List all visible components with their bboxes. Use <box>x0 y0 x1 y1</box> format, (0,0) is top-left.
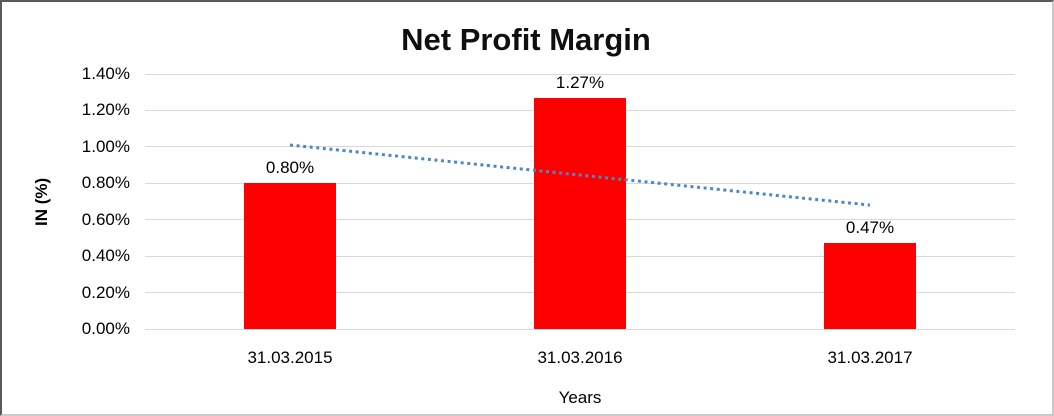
data-label-0: 0.80% <box>265 158 315 178</box>
y-tick-label: 0.60% <box>81 209 130 229</box>
trendline-dotted <box>289 143 871 207</box>
y-tick-label: 0.20% <box>81 282 130 302</box>
category-label-0: 31.03.2015 <box>247 348 333 367</box>
y-tick-label: 1.20% <box>81 100 130 120</box>
trendline <box>289 143 871 207</box>
category-label-1: 31.03.2016 <box>537 348 623 367</box>
y-tick-label: 1.00% <box>81 136 130 156</box>
bar-1 <box>534 97 626 329</box>
data-label-1: 1.27% <box>555 72 605 92</box>
y-tick-label: 0.00% <box>81 319 130 338</box>
y-tick-label: 1.40% <box>81 64 130 83</box>
gridline <box>145 73 1015 75</box>
plot-area: 0.80% 1.27% 0.47% <box>145 72 1015 330</box>
bar-2 <box>824 243 916 329</box>
gridline <box>145 328 1015 330</box>
chart-title: Net Profit Margin <box>401 22 651 57</box>
y-tick-label: 0.40% <box>81 246 130 266</box>
y-tick-label: 0.80% <box>81 173 130 193</box>
x-axis-title: Years <box>558 388 602 407</box>
bar-0 <box>244 183 336 329</box>
data-label-2: 0.47% <box>845 218 895 238</box>
category-label-2: 31.03.2017 <box>827 348 913 367</box>
